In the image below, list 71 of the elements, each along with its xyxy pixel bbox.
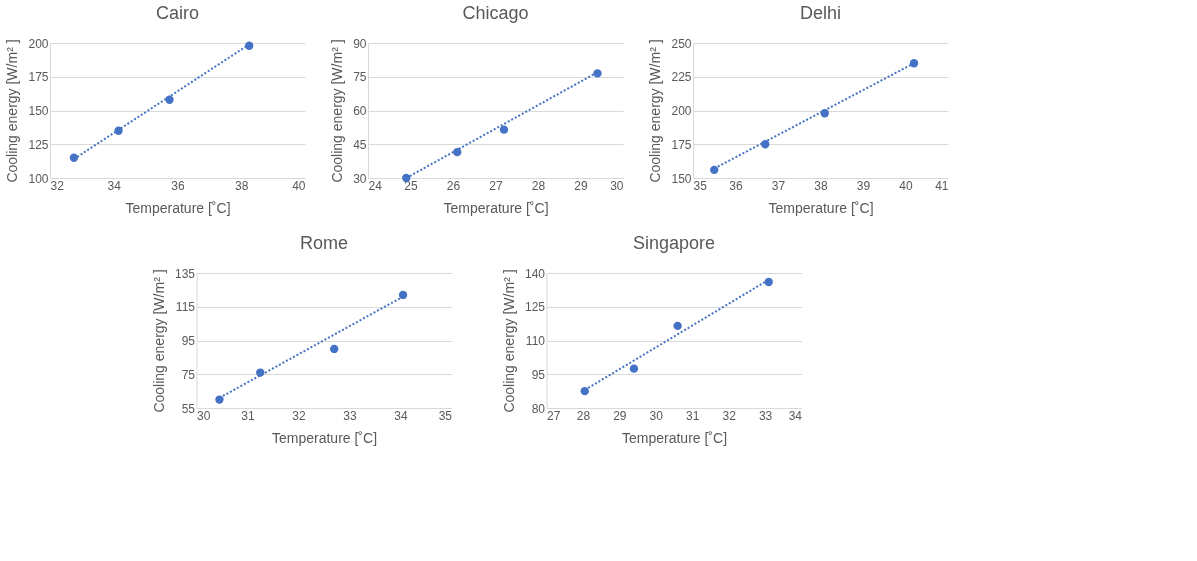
- x-tick-label: 40: [292, 178, 306, 193]
- x-tick-label: 34: [394, 408, 408, 423]
- x-tick-label: 31: [241, 408, 255, 423]
- x-axis-title: Temperature [˚C]: [125, 199, 231, 216]
- y-tick-label: 95: [531, 367, 546, 382]
- x-tick-label: 28: [531, 178, 546, 193]
- x-tick-label: 36: [729, 178, 743, 193]
- y-axis-title: Cooling energy [W/m² ]: [647, 39, 664, 183]
- y-tick-label: 200: [671, 104, 692, 118]
- y-axis-title: Cooling energy [W/m² ]: [329, 39, 346, 183]
- y-tick-label: 150: [28, 104, 49, 118]
- y-tick-label: 45: [353, 137, 367, 152]
- chart-title: Singapore: [632, 233, 716, 253]
- x-tick-label: 27: [547, 408, 561, 423]
- x-tick-label: 30: [610, 178, 624, 193]
- y-tick-label: 60: [353, 104, 367, 118]
- x-tick-label: 31: [686, 408, 700, 423]
- x-tick-label: 32: [292, 408, 306, 423]
- x-tick-label: 32: [50, 178, 65, 193]
- y-tick-label: 75: [181, 367, 196, 382]
- x-tick-label: 38: [235, 178, 249, 193]
- x-tick-label: 29: [613, 408, 627, 423]
- y-tick-label: 200: [28, 36, 49, 51]
- y-tick-label: 140: [524, 266, 546, 281]
- x-tick-label: 24: [368, 178, 383, 193]
- y-tick-label: 95: [181, 334, 196, 348]
- x-tick-label: 41: [935, 178, 949, 193]
- x-axis-title: Temperature [˚C]: [443, 199, 549, 216]
- x-tick-label: 30: [197, 408, 211, 423]
- y-axis-title: Cooling energy [W/m² ]: [150, 269, 167, 413]
- x-tick-label: 26: [446, 178, 461, 193]
- y-tick-label: 175: [671, 137, 692, 152]
- x-tick-label: 38: [814, 178, 828, 193]
- x-tick-label: 30: [649, 408, 664, 423]
- x-tick-label: 29: [574, 178, 588, 193]
- x-tick-label: 40: [899, 178, 913, 193]
- y-tick-label: 55: [181, 401, 196, 416]
- x-tick-label: 39: [856, 178, 871, 193]
- y-tick-label: 100: [28, 171, 49, 186]
- x-tick-label: 36: [171, 178, 185, 193]
- y-tick-label: 90: [353, 36, 367, 51]
- y-tick-label: 80: [531, 401, 546, 416]
- y-tick-label: 250: [671, 36, 692, 51]
- x-axis-title: Temperature [˚C]: [271, 429, 378, 446]
- chart-title: Cairo: [155, 3, 200, 23]
- y-tick-label: 115: [175, 300, 196, 315]
- y-tick-label: 175: [28, 70, 49, 85]
- y-tick-label: 135: [174, 266, 196, 281]
- x-tick-label: 34: [788, 408, 803, 423]
- x-axis-title: Temperature [˚C]: [768, 199, 874, 216]
- chart-title: Rome: [299, 233, 349, 253]
- chart-title: Chicago: [462, 3, 529, 23]
- y-tick-label: 150: [671, 171, 692, 186]
- y-tick-label: 225: [671, 70, 692, 85]
- x-tick-label: 33: [758, 408, 773, 423]
- x-tick-label: 33: [343, 408, 357, 423]
- y-tick-label: 110: [525, 334, 546, 348]
- y-tick-label: 125: [524, 300, 546, 315]
- y-tick-label: 75: [353, 70, 367, 85]
- y-tick-label: 125: [28, 137, 49, 152]
- x-axis-title: Temperature [˚C]: [621, 429, 728, 446]
- x-tick-label: 35: [693, 178, 708, 193]
- x-tick-label: 27: [489, 178, 503, 193]
- x-tick-label: 34: [107, 178, 122, 193]
- y-axis-title: Cooling energy [W/m² ]: [500, 269, 517, 413]
- y-axis-title: Cooling energy [W/m² ]: [4, 39, 21, 183]
- x-tick-label: 28: [576, 408, 591, 423]
- x-tick-label: 35: [438, 408, 453, 423]
- x-tick-label: 37: [771, 178, 786, 193]
- chart-title: Delhi: [799, 3, 842, 23]
- x-tick-label: 32: [722, 408, 737, 423]
